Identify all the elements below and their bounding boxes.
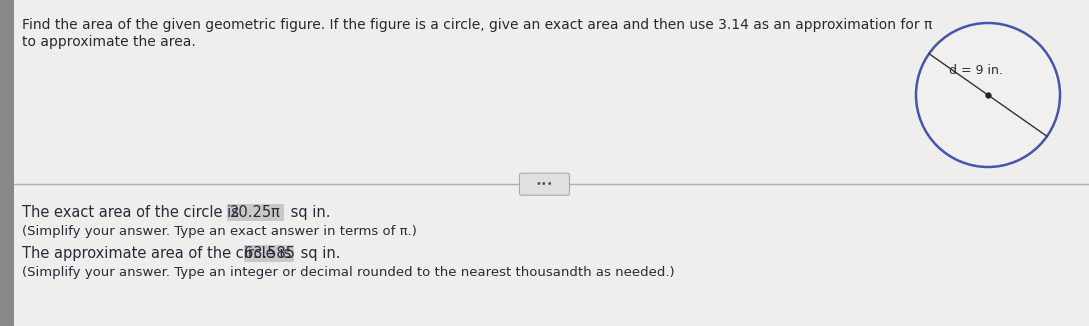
Text: •••: ••• xyxy=(536,179,553,189)
Text: 20.25π: 20.25π xyxy=(230,205,281,220)
Text: (Simplify your answer. Type an exact answer in terms of π.): (Simplify your answer. Type an exact ans… xyxy=(22,225,417,238)
Bar xyxy=(227,204,284,221)
Bar xyxy=(244,245,294,262)
Text: d = 9 in.: d = 9 in. xyxy=(949,64,1003,77)
Text: The approximate area of the circle is: The approximate area of the circle is xyxy=(22,246,296,261)
Text: (Simplify your answer. Type an integer or decimal rounded to the nearest thousan: (Simplify your answer. Type an integer o… xyxy=(22,266,674,279)
Bar xyxy=(0,0,14,326)
Text: The exact area of the circle is: The exact area of the circle is xyxy=(22,205,244,220)
Text: 63.585: 63.585 xyxy=(244,246,294,261)
Text: to approximate the area.: to approximate the area. xyxy=(22,35,196,49)
Text: Find the area of the given geometric figure. If the figure is a circle, give an : Find the area of the given geometric fig… xyxy=(22,18,932,32)
Text: sq in.: sq in. xyxy=(286,205,330,220)
FancyBboxPatch shape xyxy=(519,173,570,195)
Circle shape xyxy=(916,23,1060,167)
Text: sq in.: sq in. xyxy=(296,246,341,261)
